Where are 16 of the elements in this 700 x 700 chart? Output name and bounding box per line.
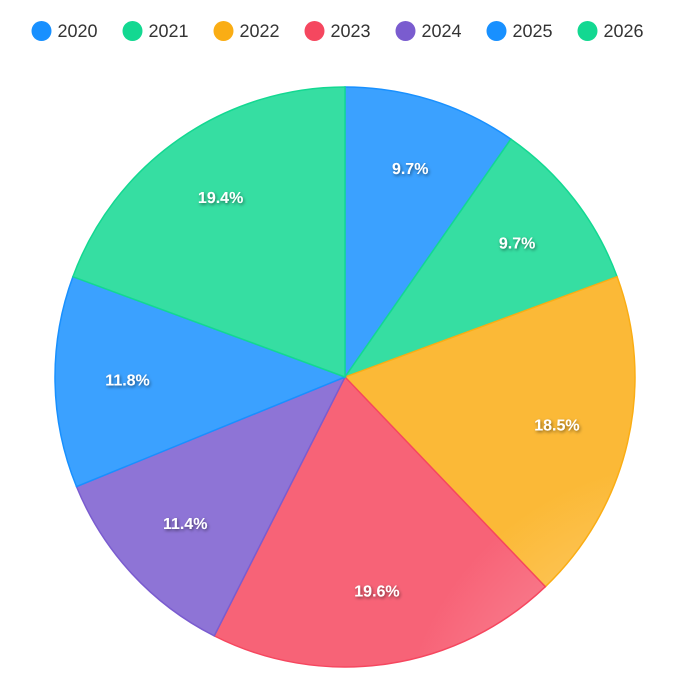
- legend-label: 2026: [604, 21, 644, 41]
- pie-slice: [54, 276, 346, 488]
- data-label: 11.8%: [105, 372, 150, 390]
- legend-label: 2021: [148, 21, 189, 41]
- data-label: 19.6%: [354, 584, 400, 601]
- legend-label: 2023: [330, 21, 371, 41]
- legend-label: 2022: [240, 21, 280, 41]
- legend-label: 2025: [512, 21, 553, 41]
- pie-slice: [76, 376, 346, 637]
- data-label: 9.7%: [392, 161, 428, 178]
- legend-label: 2020: [58, 21, 98, 41]
- data-label: 19.4%: [198, 190, 244, 208]
- data-label: 9.7%: [498, 236, 536, 253]
- legend-label: 2024: [422, 21, 462, 41]
- data-label: 18.5%: [534, 418, 580, 435]
- data-label: 11.4%: [162, 516, 208, 534]
